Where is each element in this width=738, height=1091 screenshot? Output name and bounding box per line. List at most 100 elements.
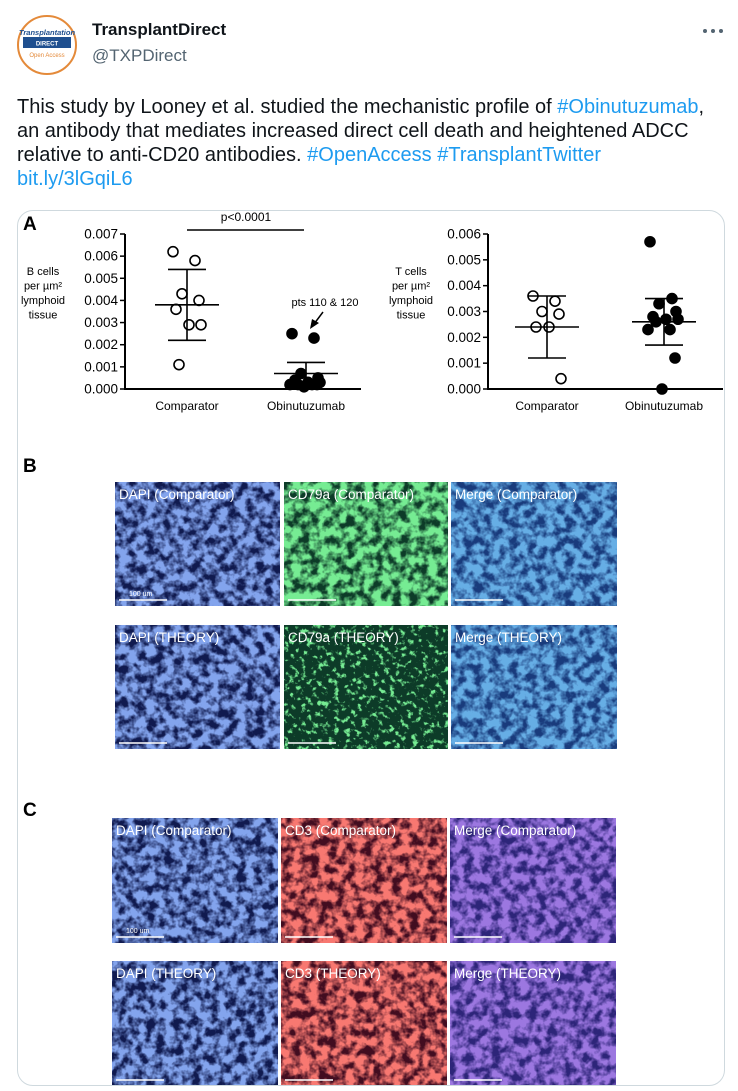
micrograph-texture [451,482,617,606]
media-card[interactable]: A B C 0.000 0.001 0.002 0.003 0.004 0.005 0.006 0.… [17,210,725,1086]
micrograph: Merge (THEORY) [451,625,617,749]
micrograph: DAPI (Comparator) 100 um [112,818,278,943]
annotation: p<0.0001 [221,211,272,224]
data-point [183,318,195,331]
panel-label: B [23,456,37,477]
y-axis-label: tissue [29,310,58,322]
micrograph-texture [115,625,280,749]
panel-label: C [23,800,37,821]
y-tick-label: 0.002 [447,330,481,345]
scale-label: 100 um [129,591,153,598]
micrograph-label: DAPI (THEORY) [116,966,216,981]
data-point [656,383,668,395]
logo-text: Transplantation [19,28,76,37]
data-point [653,297,665,310]
x-tick-label: Comparator [515,399,578,413]
tweet-segment: , an antibody that mediates increased di… [17,96,705,166]
micrograph-texture [281,961,447,1085]
arrow-head [310,319,319,329]
micrograph-label: Merge (THEORY) [454,966,561,981]
merge-tint [450,818,616,943]
merge-tint [451,482,617,606]
y-tick-label: 0.007 [84,227,118,242]
data-point [549,295,561,307]
micrograph: CD79a (THEORY) [284,625,448,749]
data-point [176,287,188,300]
micrograph-texture [451,625,617,749]
y-axis-label: per µm² [392,281,430,293]
data-point [308,332,320,344]
data-point [642,323,654,336]
hashtag[interactable]: #Obinutuzumab [557,96,699,118]
panel-label: A [23,214,37,235]
y-tick-label: 0.003 [84,315,118,330]
data-point [167,245,179,258]
figure: A B C 0.000 0.001 0.002 0.003 0.004 0.005 0.006 0.… [21,211,723,1085]
micrograph-texture [112,961,278,1085]
logo-band [23,37,71,48]
micrograph: CD3 (THEORY) [281,961,447,1085]
y-tick-label: 0.000 [84,382,118,397]
micrograph-texture [281,818,447,943]
data-point [170,303,182,316]
merge-tint [450,961,616,1085]
micrograph: Merge (Comparator) [450,818,616,943]
logo-text: Open Access [29,53,64,59]
account-name[interactable]: TransplantDirect [92,20,227,39]
data-point [672,313,684,326]
y-tick-label: 0.005 [84,271,118,286]
logo-text: DIRECT [36,42,59,48]
micrograph: DAPI (THEORY) [115,625,280,749]
micrograph-texture [450,818,616,943]
data-point [173,358,185,371]
micrograph-texture [284,625,448,749]
y-axis-label: B cells [27,266,60,278]
y-axis-label: tissue [397,310,426,322]
micrograph-texture [112,818,278,943]
micrograph-label: DAPI (THEORY) [119,630,219,645]
account-handle[interactable]: @TXPDirect [92,46,187,65]
hashtag[interactable]: #OpenAccess [307,144,432,166]
micrograph: Merge (Comparator) [451,482,617,606]
data-point [189,254,201,267]
x-tick-label: Obinutuzumab [625,399,703,413]
data-point [660,313,672,326]
y-tick-label: 0.001 [447,356,481,371]
data-point [298,380,310,393]
micrograph: DAPI (THEORY) [112,961,278,1085]
data-point [669,352,681,364]
data-point [555,372,567,385]
micrograph-label: CD79a (Comparator) [288,487,414,502]
data-point [664,323,676,336]
micrograph-texture [450,961,616,1085]
micrograph-label: CD3 (THEORY) [285,966,381,981]
data-point [193,294,205,307]
annotation: pts 110 & 120 [291,297,358,309]
y-tick-label: 0.006 [447,227,481,242]
micrograph: Merge (THEORY) [450,961,616,1085]
hashtag[interactable]: #TransplantTwitter [437,144,602,166]
data-point [536,305,548,318]
avatar[interactable]: Transplantation DIRECT Open Access [17,15,77,75]
y-tick-label: 0.003 [447,304,481,319]
micrograph-label: DAPI (Comparator) [119,487,235,502]
micrograph-label: DAPI (Comparator) [116,823,232,838]
scale-label: 100 um [126,928,150,935]
y-tick-label: 0.000 [447,382,481,397]
micrograph-label: CD79a (THEORY) [288,630,399,645]
micrograph: DAPI (Comparator) 100 um [115,482,280,606]
y-axis-label: lymphoid [389,295,433,307]
y-tick-label: 0.006 [84,249,118,264]
data-point [286,327,298,340]
micrograph-texture [284,482,448,606]
y-tick-label: 0.004 [447,278,481,293]
tweet-segment: This study by Looney et al. studied the … [17,96,558,118]
link[interactable]: bit.ly/3lGqiL6 [17,168,133,190]
y-tick-label: 0.005 [447,252,481,267]
y-axis-label: per µm² [24,281,62,293]
merge-tint [451,625,617,749]
more-button[interactable] [702,27,724,35]
y-tick-label: 0.002 [84,337,118,352]
micrograph: CD79a (Comparator) [284,482,448,606]
